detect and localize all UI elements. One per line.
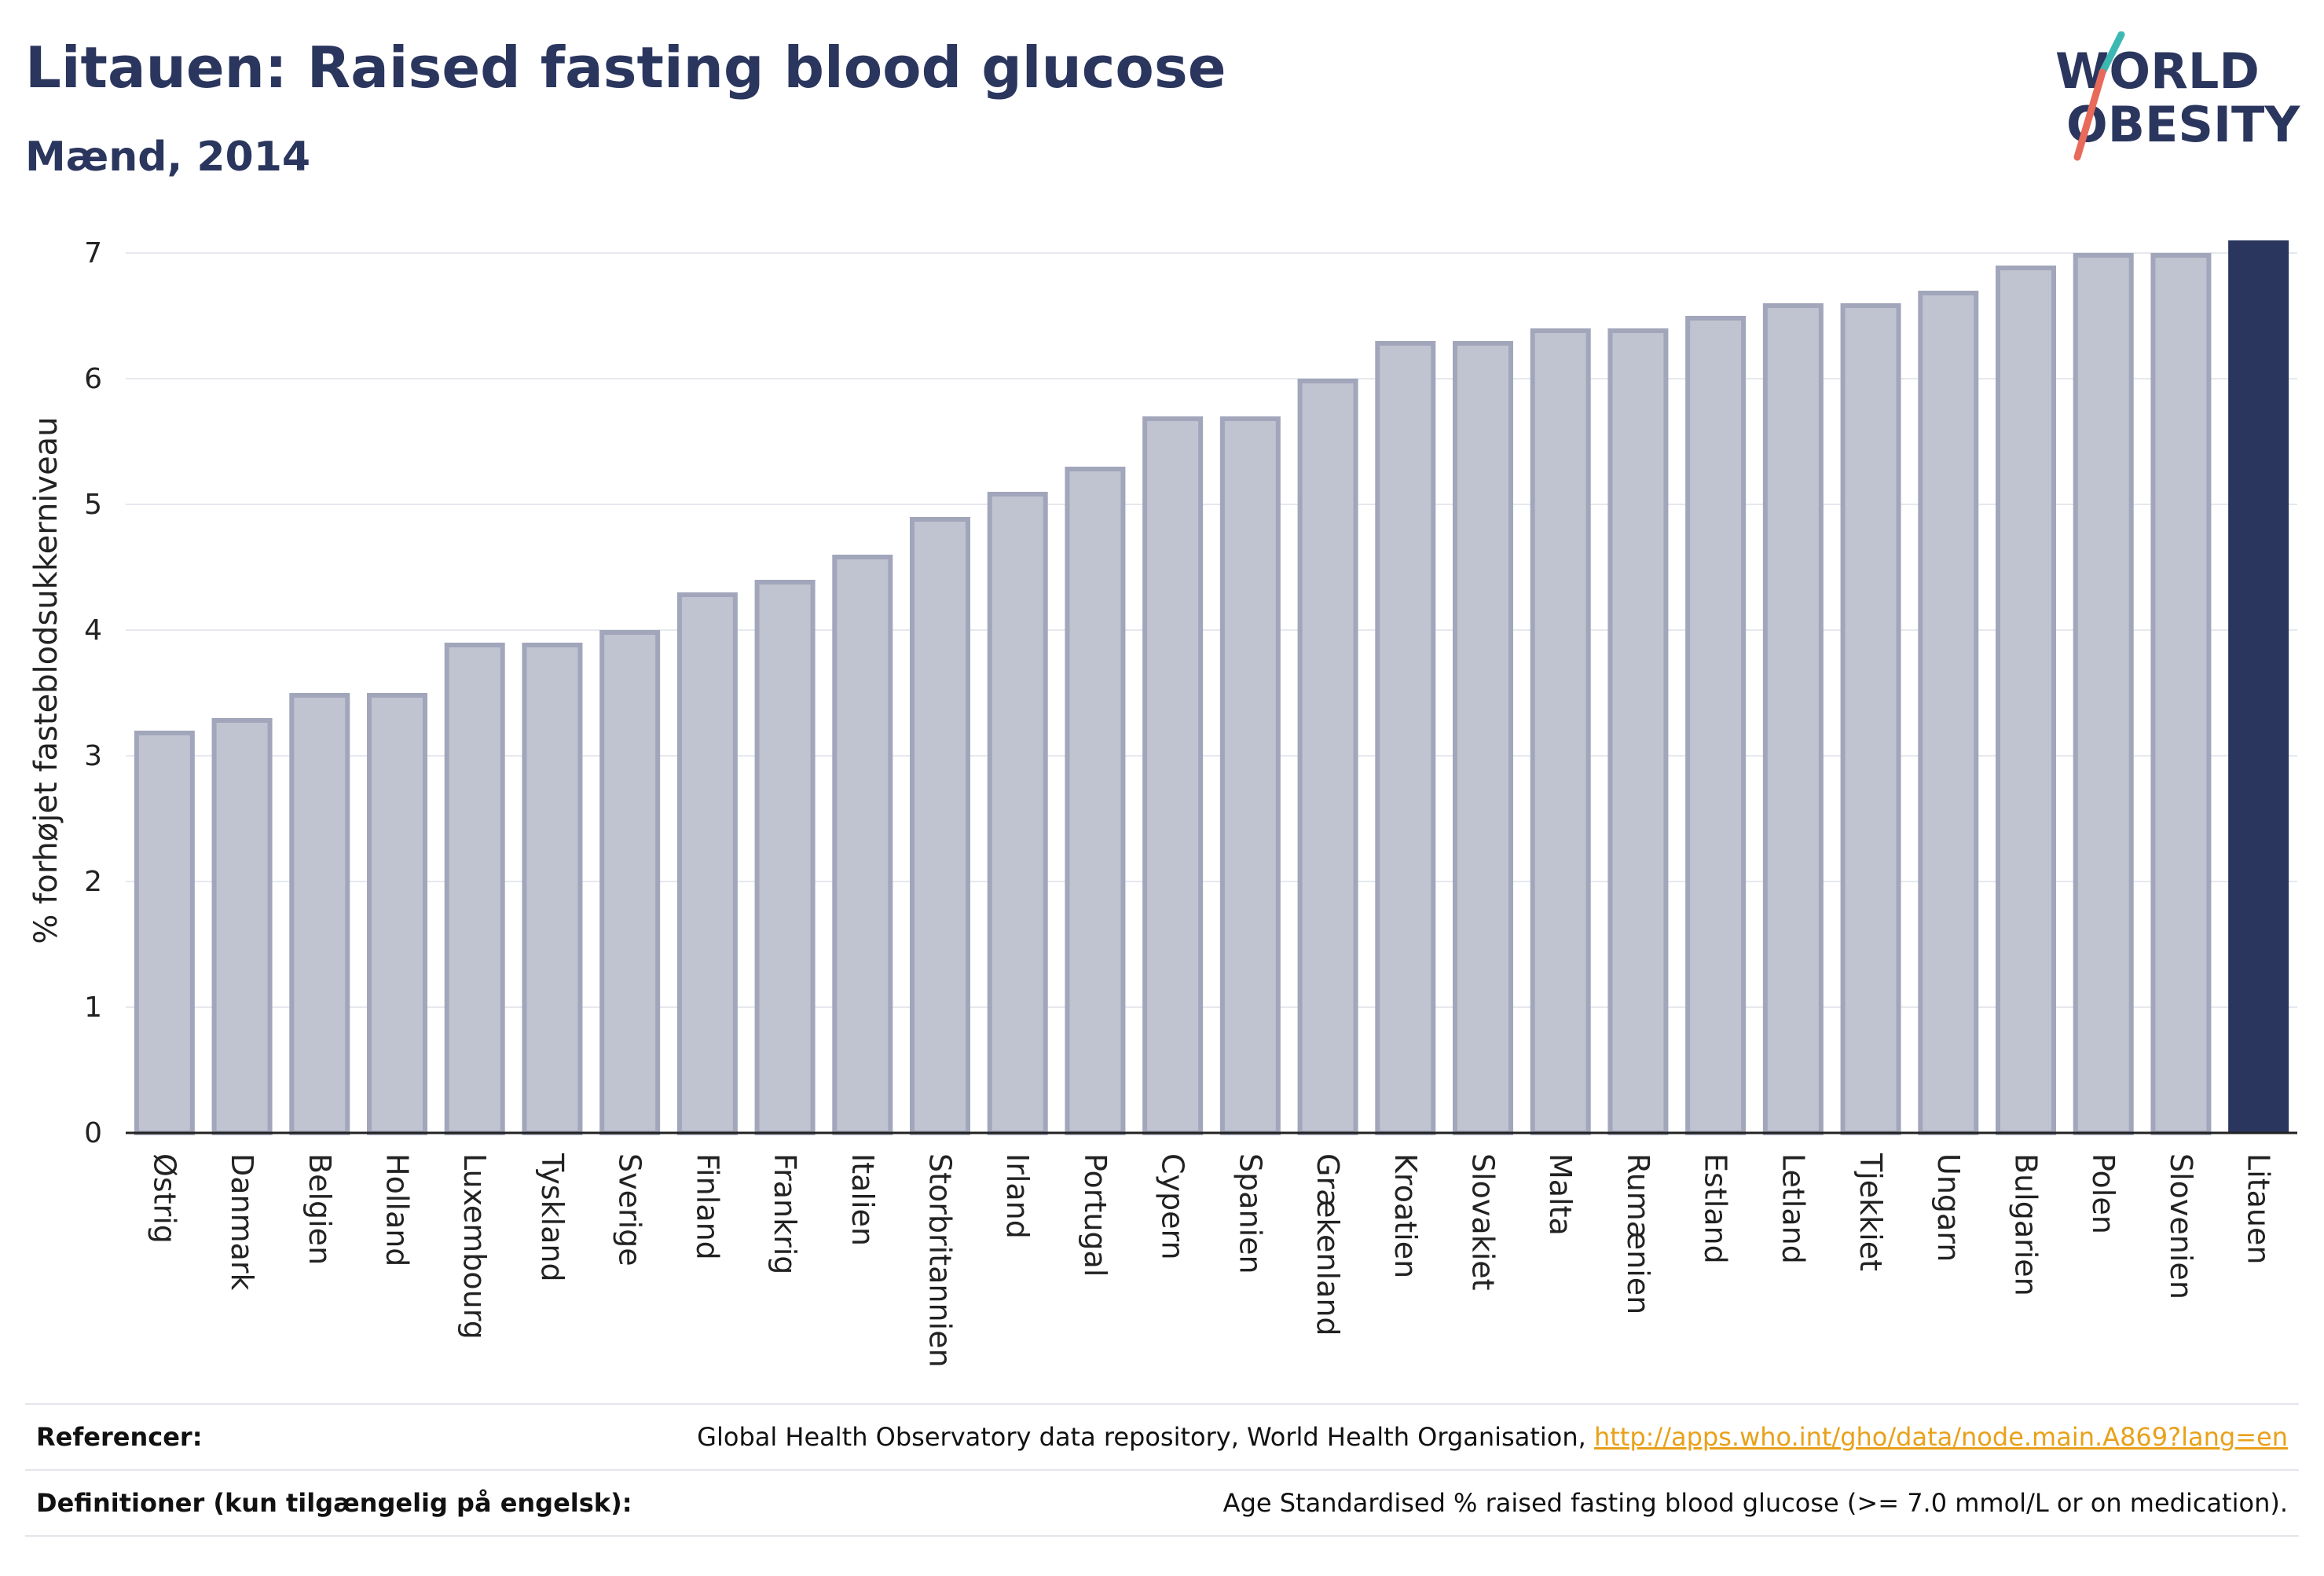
x-tick-label: Østrig — [147, 1153, 181, 1244]
bar — [1142, 416, 1204, 1135]
bar — [289, 693, 350, 1135]
bar — [599, 630, 661, 1135]
bar — [522, 643, 583, 1135]
x-tick-label: Estland — [1699, 1153, 1733, 1264]
x-tick-label: Rumænien — [1621, 1153, 1655, 1314]
y-tick-label: 5 — [84, 489, 102, 521]
x-tick-label: Danmark — [225, 1153, 259, 1291]
bar — [211, 718, 273, 1135]
bar — [1453, 341, 1513, 1135]
bar — [987, 492, 1048, 1135]
bar-chart: 0 1 2 3 4 5 6 7 Østrig Danmark Belgien Holland Luxem… — [28, 237, 2297, 1368]
x-tick-label: Malta — [1543, 1153, 1578, 1236]
chart-subtitle: Mænd, 2014 — [25, 134, 311, 181]
references-link[interactable]: http://apps.who.int/gho/data/node.main.A… — [1593, 1422, 2288, 1452]
footer-divider-top — [25, 1403, 2299, 1405]
x-tick-label: Polen — [2086, 1153, 2121, 1234]
x-tick-label: Bulgarien — [2009, 1153, 2044, 1296]
bar — [1840, 303, 1901, 1135]
x-tick-label: Holland — [380, 1153, 415, 1266]
bar — [1530, 328, 1591, 1135]
bar — [1607, 328, 1669, 1135]
footer-divider-middle — [25, 1469, 2299, 1471]
bar — [832, 555, 893, 1135]
footer-divider-bottom — [25, 1535, 2299, 1537]
x-tick-label: Finland — [690, 1153, 724, 1260]
bar — [1685, 316, 1747, 1135]
y-tick-label: 6 — [84, 363, 102, 395]
bar — [754, 580, 816, 1135]
x-tick-label: Grækenland — [1310, 1153, 1345, 1336]
definitions-label: Definitioner (kun tilgængelig på engelsk… — [36, 1488, 632, 1518]
chart-title: Litauen: Raised fasting blood glucose — [25, 35, 1226, 101]
bar — [1297, 379, 1358, 1135]
x-tick-label: Italien — [845, 1153, 880, 1246]
x-tick-label: Tyskland — [535, 1153, 570, 1282]
x-tick-label: Letland — [1776, 1153, 1810, 1264]
references-row: Referencer: Global Health Observatory da… — [25, 1405, 2299, 1469]
x-tick-label: Tjekkiet — [1853, 1153, 1888, 1271]
y-tick-label: 1 — [84, 991, 102, 1024]
y-axis-title: % forhøjet fasteblodsukkerniveau — [28, 416, 64, 944]
x-tick-label: Ungarn — [1931, 1153, 1966, 1262]
bar — [1065, 467, 1126, 1135]
x-tick-label: Litauen — [2242, 1153, 2276, 1264]
bar — [1918, 291, 1979, 1135]
y-tick-label: 2 — [84, 866, 102, 898]
bar — [134, 731, 195, 1135]
bar — [444, 643, 505, 1135]
y-tick-label: 7 — [84, 237, 102, 269]
references-value: Global Health Observatory data repositor… — [697, 1422, 2299, 1452]
x-tick-label: Frankrig — [768, 1153, 802, 1274]
x-tick-label: Spanien — [1233, 1153, 1267, 1274]
bar — [2073, 253, 2134, 1135]
x-tick-label: Sverige — [613, 1153, 647, 1266]
y-tick-label: 0 — [84, 1117, 102, 1149]
bar — [1762, 303, 1824, 1135]
bar — [1996, 266, 2056, 1135]
x-tick-label: Belgien — [302, 1153, 337, 1265]
logo-line2: OBESITY — [2066, 96, 2300, 153]
bar — [676, 592, 738, 1135]
x-tick-label: Kroatien — [1388, 1153, 1423, 1278]
world-obesity-logo: WORLD OBESITY — [2055, 31, 2300, 161]
references-text: Global Health Observatory data repositor… — [697, 1422, 1594, 1452]
y-tick-label: 4 — [84, 614, 102, 647]
bar — [910, 517, 970, 1135]
bar — [2150, 253, 2212, 1135]
bar — [1219, 416, 1281, 1135]
references-label: Referencer: — [36, 1422, 203, 1452]
definitions-row: Definitioner (kun tilgængelig på engelsk… — [25, 1471, 2299, 1535]
x-tick-label: Storbritannien — [923, 1153, 958, 1368]
bar — [1375, 341, 1436, 1135]
x-tick-label: Slovenien — [2164, 1153, 2198, 1299]
bar — [367, 693, 427, 1135]
x-tick-label: Portugal — [1078, 1153, 1113, 1277]
x-tick-label: Cypern — [1156, 1153, 1190, 1260]
x-tick-label: Irland — [1000, 1153, 1035, 1239]
definitions-value: Age Standardised % raised fasting blood … — [1222, 1488, 2288, 1518]
x-tick-label: Slovakiet — [1466, 1153, 1501, 1291]
y-tick-label: 3 — [84, 740, 102, 772]
logo-line1: WORLD — [2055, 42, 2260, 100]
x-tick-label: Luxembourg — [457, 1153, 492, 1340]
bar — [2228, 240, 2289, 1133]
